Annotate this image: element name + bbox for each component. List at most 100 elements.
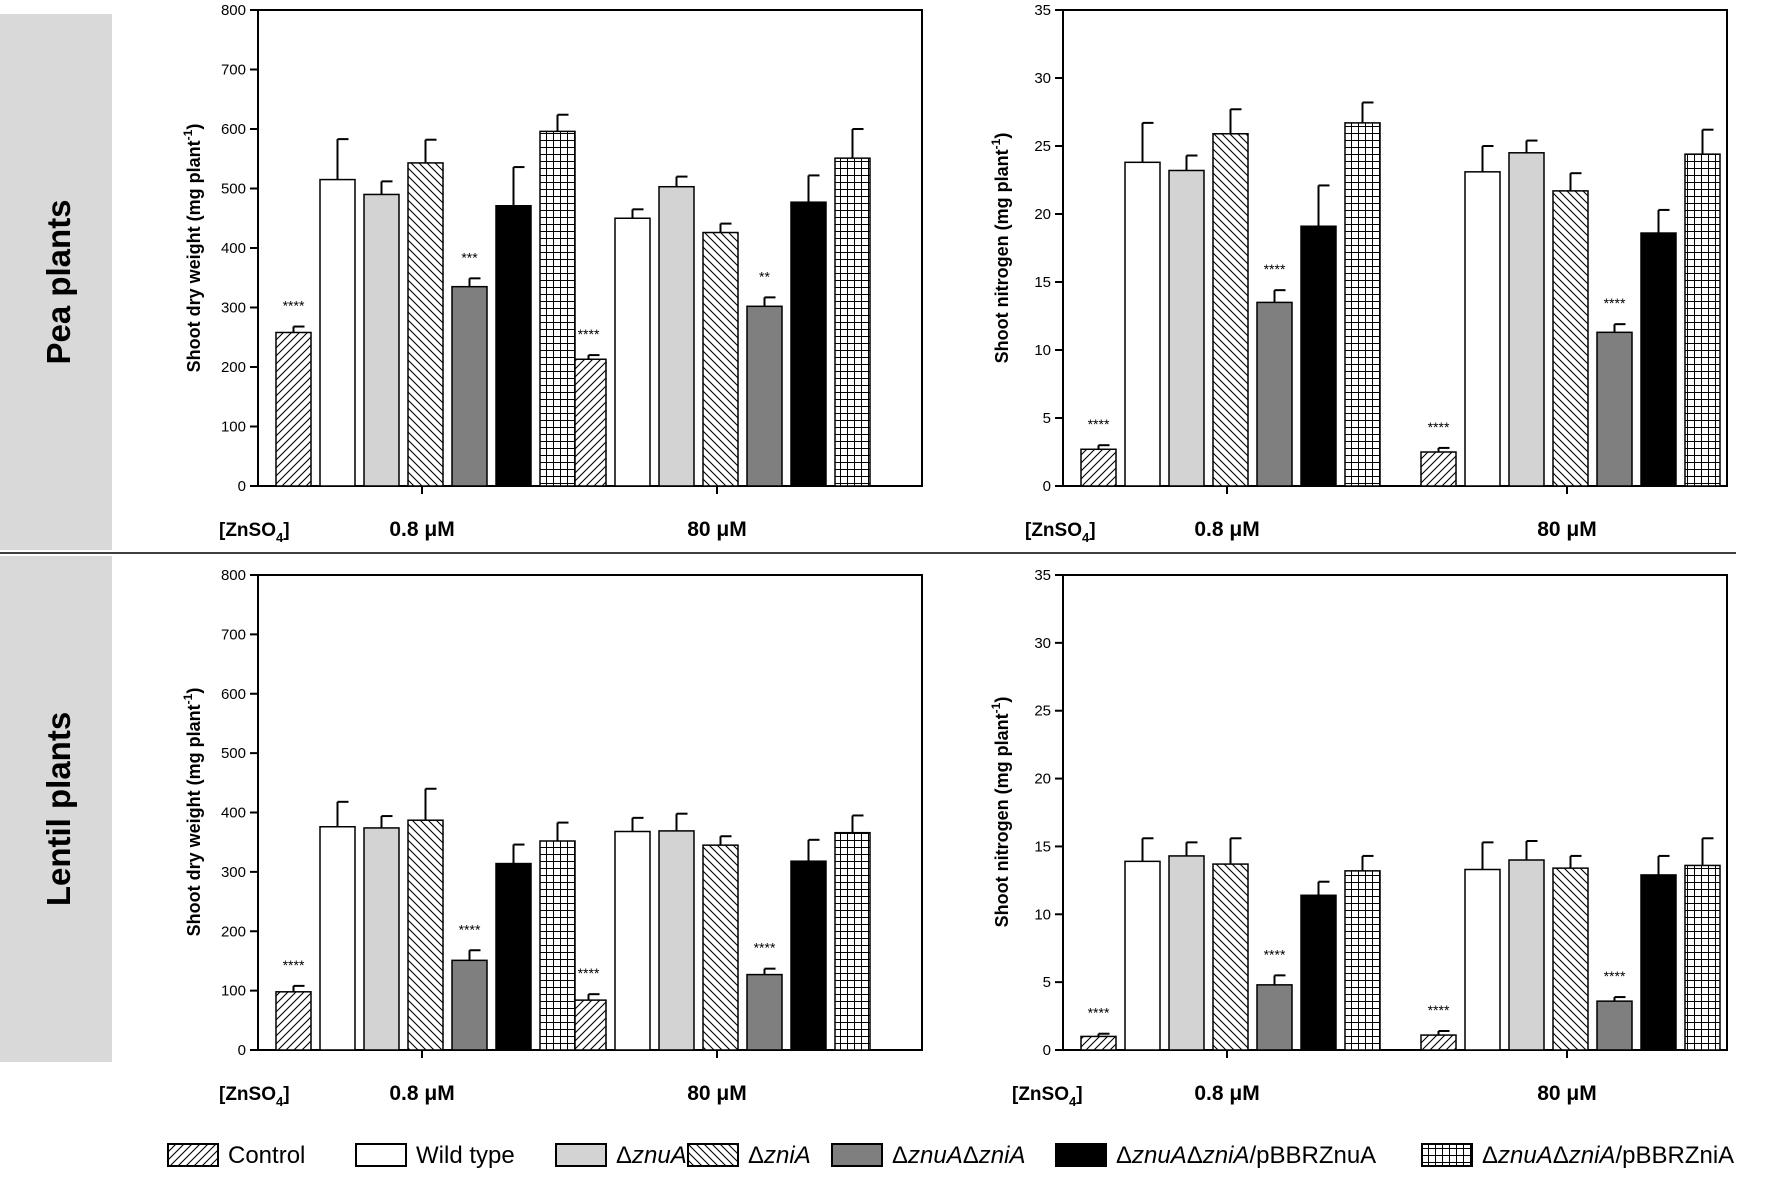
bar-dznuadznia-pbbrznua-80-um [1640,874,1677,1051]
significance-label: **** [754,940,776,956]
plot-frame [1062,9,1728,487]
y-tick-label: 300 [221,864,246,881]
bar-wild-type-80-um [1464,868,1501,1051]
legend-swatch-control [167,1143,219,1167]
y-tick-label: 700 [221,626,246,643]
bar-dznua-80-um [658,185,695,487]
y-tick-label: 20 [1034,206,1051,223]
bar-wild-type-0-8-um [319,178,356,487]
bar-control-80-um [1420,451,1457,487]
y-tick-label: 100 [221,419,246,436]
bar-control-80-um [570,358,607,487]
significance-label: **** [459,921,481,937]
bar-dznuadznia-pbbrznia-80-um [1684,153,1721,487]
bar-dznuadznia-pbbrznia-0-8-um [1344,122,1381,487]
significance-label: **** [1428,419,1450,435]
y-tick-label: 35 [1034,567,1051,584]
bar-dznuadznia-pbbrznia-0-8-um [1344,870,1381,1051]
y-tick-label: 500 [221,745,246,762]
bar-dznia-80-um [1552,867,1589,1051]
significance-label: **** [578,965,600,981]
bar-dznuadznia-pbbrznia-80-um [1684,864,1721,1051]
y-tick-label: 0 [238,1042,246,1059]
significance-label: **** [1604,295,1626,311]
bar-dznuadznia-pbbrznua-80-um [790,860,827,1051]
y-tick-label: 35 [1034,2,1051,19]
y-tick-label: 200 [221,359,246,376]
bar-dznuadznia-pbbrznia-0-8-um [539,130,576,487]
bar-dznia-80-um [702,231,739,487]
panel-pea-dry-weight: 0 100 200 300 400 500 600 700 800 Shoot dry weigh… [181,2,923,545]
x-axis-title: [ZnSO4] [219,1084,290,1109]
category-label-80-um: 80 μM [1537,518,1597,541]
legend-swatch-dznuadznia-pbbrznia [1421,1143,1473,1167]
y-tick-label: 500 [221,181,246,198]
legend-swatch-dznua [555,1143,607,1167]
y-tick-label: 200 [221,923,246,940]
row-label-bg-lentil [0,556,112,1062]
bar-dznuadznia-pbbrznia-0-8-um [539,840,576,1051]
y-tick-label: 10 [1034,342,1051,359]
bar-dznia-0-8-um [1212,863,1249,1051]
y-tick-label: 600 [221,686,246,703]
row-label-pea: Pea plants [40,199,77,364]
bar-dznuadznia-pbbrznua-0-8-um [495,862,532,1051]
bar-dznuadznia-pbbrznia-80-um [834,831,871,1051]
y-tick-label: 400 [221,805,246,822]
legend-swatch-dznuadznia [831,1143,883,1167]
bar-wild-type-0-8-um [319,826,356,1051]
bar-control-0-8-um [275,991,312,1051]
bar-dznia-0-8-um [1212,133,1249,487]
legend-label-dznuadznia-pbbrznia: ΔznuAΔzniA/pBBRZniA [1482,1142,1734,1169]
x-axis-title: [ZnSO4] [219,520,290,545]
y-axis-label: Shoot nitrogen (mg plant-1) [989,133,1012,364]
bar-dznuadznia-pbbrznua-0-8-um [495,205,532,487]
y-tick-label: 5 [1043,410,1051,427]
bar-dznuadznia-pbbrznua-0-8-um [1300,894,1337,1051]
y-tick-label: 30 [1034,70,1051,87]
bar-dznuadznia-80-um [1596,1000,1633,1051]
y-tick-label: 300 [221,300,246,317]
significance-label: **** [283,298,305,314]
y-tick-label: 10 [1034,906,1051,923]
bar-dznuadznia-pbbrznua-80-um [790,201,827,487]
legend: Control Wild type ΔznuA ΔzniA ΔznuAΔzniA Δznu… [167,1142,1734,1169]
bar-control-80-um [570,999,607,1051]
bar-control-80-um [1420,1034,1457,1051]
significance-label: **** [1428,1002,1450,1018]
row-label-lentil: Lentil plants [40,712,77,906]
bar-dznuadznia-80-um [1596,331,1633,487]
bar-dznua-0-8-um [363,827,400,1051]
legend-swatch-dznia [687,1143,739,1167]
bar-dznia-80-um [702,844,739,1051]
y-tick-label: 25 [1034,138,1051,155]
significance-label: ** [759,268,770,284]
significance-label: **** [1604,968,1626,984]
bar-dznia-0-8-um [407,819,444,1051]
legend-swatch-dznuadznia-pbbrznua [1055,1143,1107,1167]
legend-swatch-wild-type [355,1143,407,1167]
y-tick-label: 800 [221,567,246,584]
bar-wild-type-80-um [1464,171,1501,487]
bar-wild-type-0-8-um [1124,161,1161,487]
bar-dznuadznia-pbbrznia-80-um [834,157,871,487]
legend-label-dznia: ΔzniA [748,1142,811,1169]
significance-label: **** [1264,261,1286,277]
x-axis-title: [ZnSO4] [1012,1084,1083,1109]
category-label-80-um: 80 μM [687,518,747,541]
bar-wild-type-80-um [614,830,651,1051]
bar-dznuadznia-80-um [746,305,783,487]
row-label-bg-pea [0,14,112,550]
panel-lentil-dry-weight: 0 100 200 300 400 500 600 700 800 Shoot dry weigh… [181,567,923,1109]
y-tick-label: 30 [1034,635,1051,652]
bar-dznuadznia-0-8-um [1256,984,1293,1051]
legend-label-control: Control [228,1142,305,1169]
y-axis-label: Shoot nitrogen (mg plant-1) [989,697,1012,928]
category-label-0-8-um: 0.8 μM [389,518,454,541]
y-tick-label: 25 [1034,703,1051,720]
bar-dznia-0-8-um [407,162,444,487]
category-label-0-8-um: 0.8 μM [1194,518,1259,541]
category-label-80-um: 80 μM [687,1082,747,1105]
y-axis-label: Shoot dry weight (mg plant-1) [181,124,204,373]
y-tick-label: 0 [1043,1042,1051,1059]
